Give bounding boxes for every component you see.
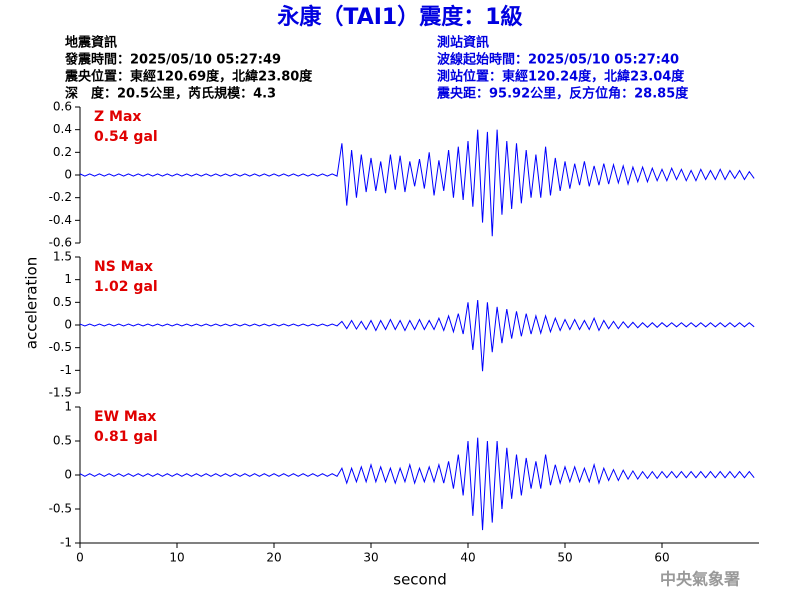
channel-max: 1.02 gal (94, 279, 158, 295)
y-axis-label: acceleration (23, 257, 41, 349)
y-tick-label: -1 (60, 363, 72, 377)
info-line: 震央位置：東經120.69度，北緯23.80度 (64, 69, 313, 85)
info-line: 地震資訊 (65, 35, 117, 51)
x-tick-label: 40 (460, 551, 475, 565)
channel-max: 0.81 gal (94, 429, 158, 445)
info-line: 波線起始時間：2025/05/10 05:27:40 (437, 52, 679, 68)
y-tick-label: 0.4 (53, 122, 72, 136)
info-line: 深 度：20.5公里，芮氏規模：4.3 (65, 86, 276, 102)
info-line: 發震時間：2025/05/10 05:27:49 (64, 52, 281, 68)
x-tick-label: 10 (169, 551, 184, 565)
x-tick-label: 30 (363, 551, 378, 565)
y-tick-label: 0.2 (53, 145, 72, 159)
y-tick-label: 0.5 (53, 295, 72, 309)
x-tick-label: 20 (266, 551, 281, 565)
watermark: 中央氣象署 (660, 570, 740, 589)
y-tick-label: 0 (64, 168, 72, 182)
y-tick-label: -1.5 (49, 386, 72, 400)
info-line: 測站位置：東經120.24度，北緯23.04度 (437, 69, 685, 85)
y-tick-label: -0.4 (49, 213, 72, 227)
y-tick-label: -0.5 (49, 502, 72, 516)
title: 永康（TAI1）震度：1級 (277, 4, 522, 30)
channel-max: 0.54 gal (94, 129, 158, 145)
y-tick-label: -0.5 (49, 340, 72, 354)
channel-label: Z Max (94, 109, 141, 125)
y-tick-label: -0.6 (49, 236, 72, 250)
waveform (79, 129, 755, 237)
y-tick-label: 0.5 (53, 434, 72, 448)
x-tick-label: 60 (654, 551, 669, 565)
x-tick-label: 50 (557, 551, 572, 565)
waveform (79, 437, 755, 531)
channel-label: NS Max (94, 259, 153, 275)
y-tick-label: 0 (64, 468, 72, 482)
y-tick-label: 0.6 (53, 100, 72, 114)
y-tick-label: 1 (64, 400, 72, 414)
y-tick-label: 0 (64, 318, 72, 332)
y-tick-label: -0.2 (49, 190, 72, 204)
x-axis-label: second (393, 571, 447, 589)
x-tick-label: 0 (76, 551, 84, 565)
info-line: 測站資訊 (437, 35, 489, 51)
y-tick-label: 1.5 (53, 250, 72, 264)
y-tick-label: -1 (60, 536, 72, 550)
y-tick-label: 1 (64, 272, 72, 286)
info-line: 震央距：95.92公里，反方位角：28.85度 (436, 86, 689, 102)
waveform (79, 300, 755, 372)
channel-label: EW Max (94, 409, 156, 425)
